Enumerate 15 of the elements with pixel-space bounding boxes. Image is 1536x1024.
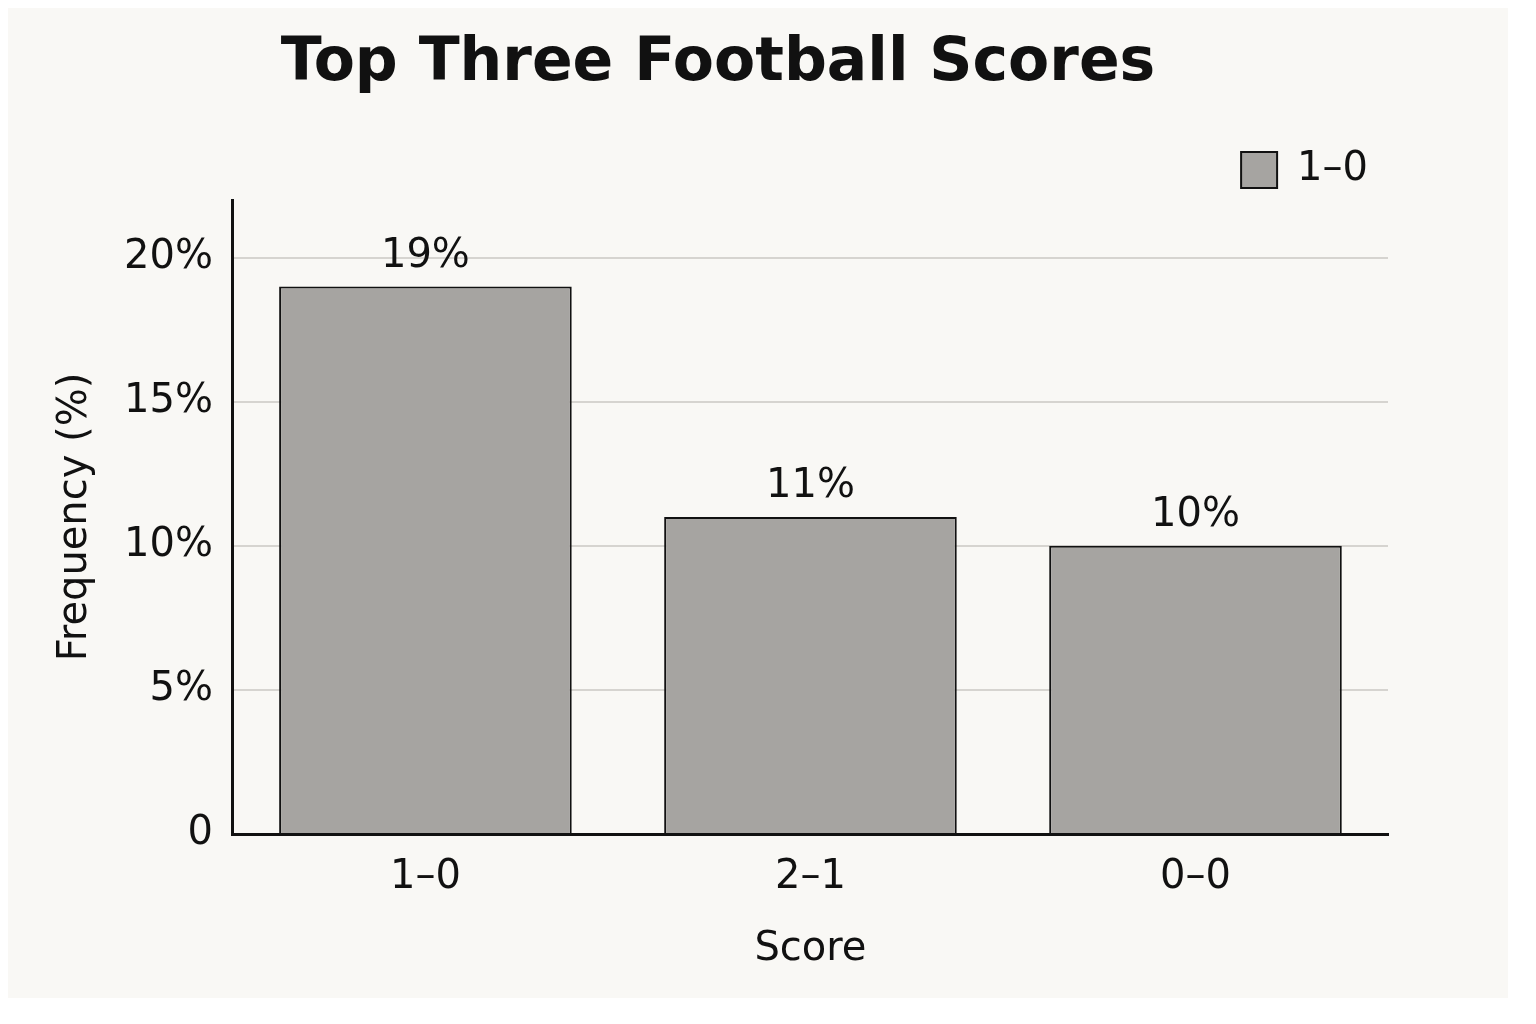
chart-title: Top Three Football Scores [280, 23, 1156, 94]
y-tick-label: 15% [124, 375, 213, 422]
y-tick-label: 0 [187, 807, 213, 854]
legend-label: 1–0 [1297, 143, 1369, 190]
y-tick-label: 10% [124, 519, 213, 566]
y-axis-title: Frequency (%) [49, 372, 96, 662]
x-axis-title: Score [754, 923, 867, 970]
data-label: 11% [766, 460, 855, 507]
data-label: 19% [380, 229, 470, 276]
y-tick-label: 20% [124, 231, 213, 278]
data-label: 10% [1151, 489, 1240, 536]
x-tick-label: 0–0 [1160, 851, 1231, 898]
x-tick-label: 2–1 [775, 851, 846, 898]
x-tick-label: 1–0 [389, 851, 461, 898]
y-tick-label: 5% [149, 663, 213, 710]
